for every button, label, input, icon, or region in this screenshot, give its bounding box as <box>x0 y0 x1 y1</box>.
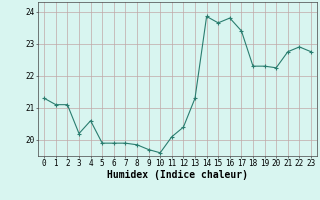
X-axis label: Humidex (Indice chaleur): Humidex (Indice chaleur) <box>107 170 248 180</box>
